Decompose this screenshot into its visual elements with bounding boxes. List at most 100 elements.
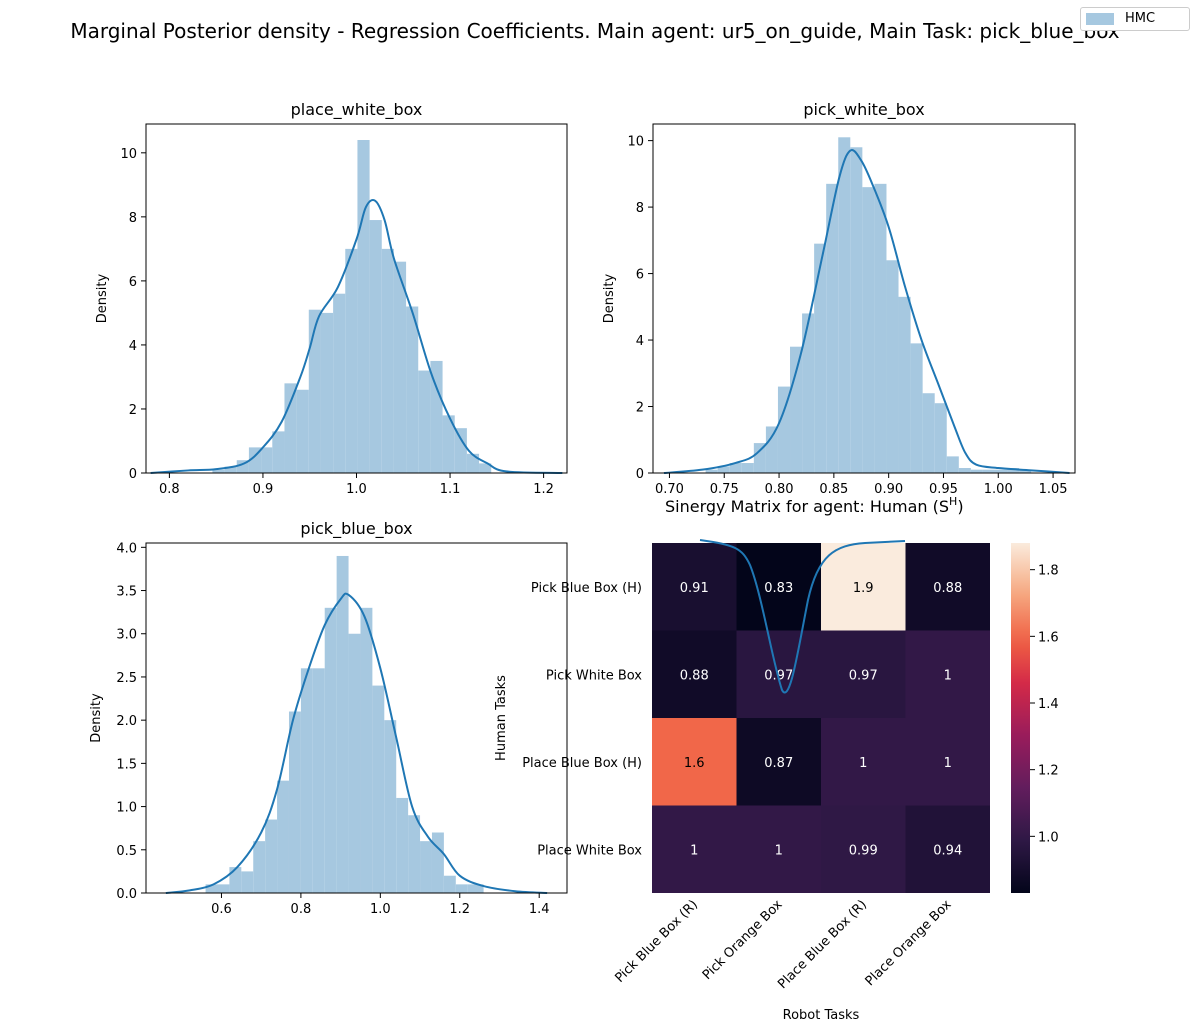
heatmap-y-tick-label: Place Blue Box (H) (522, 756, 642, 771)
x-tick-label: 1.0 (346, 482, 367, 497)
x-tick-label: 1.00 (984, 482, 1013, 497)
hist-bar (454, 428, 467, 473)
heatmap-cell (736, 718, 821, 806)
y-tick-label: 0 (636, 467, 644, 482)
hist-bar (1019, 469, 1032, 473)
colorbar-tick-label: 1.2 (1038, 764, 1059, 779)
hist-bar (372, 685, 385, 893)
hist-bar (838, 137, 851, 474)
hist-bar (922, 393, 935, 473)
hist-bar (205, 884, 218, 893)
hist-bar (277, 780, 289, 893)
hist-bar (324, 607, 337, 893)
heatmap-y-tick-label: Pick Blue Box (H) (531, 581, 642, 596)
hist-bar (741, 463, 754, 473)
axes-frame (652, 123, 1076, 474)
hist-bar (272, 431, 285, 473)
legend-label-hmc: HMC (1125, 11, 1156, 26)
hist-bar (729, 463, 742, 473)
figure-legend: HMC (1080, 7, 1190, 31)
hist-bar (443, 875, 456, 893)
heatmap-y-axis-label: Human Tasks (494, 675, 509, 761)
x-tick-label: 1.05 (1039, 482, 1068, 497)
y-tick-label: 2.5 (116, 671, 137, 686)
heatmap-cell-label: 0.91 (680, 581, 709, 596)
heatmap-y-tick-label: Pick White Box (546, 668, 642, 683)
heatmap-cell (905, 718, 990, 806)
heatmap-cell (736, 543, 821, 631)
hist-bar (253, 841, 266, 893)
subplot-title: pick_white_box (803, 100, 924, 120)
y-tick-label: 4 (636, 334, 644, 349)
heatmap-cell (652, 543, 737, 631)
kde-line (150, 199, 563, 474)
hist-bar (946, 456, 959, 473)
hist-bar (308, 309, 321, 473)
hist-bar (910, 343, 923, 473)
subplot-title: place_white_box (291, 100, 423, 120)
subplot-title: pick_blue_box (300, 519, 412, 539)
y-tick-label: 0.0 (116, 887, 137, 902)
hist-bar (408, 815, 421, 893)
heatmap-cell-label: 0.97 (849, 668, 878, 683)
y-tick-label: 3.0 (116, 628, 137, 643)
hist-bar (284, 383, 297, 473)
x-tick-label: 0.8 (291, 902, 312, 917)
hist-bar (802, 313, 815, 473)
heatmap-cell (652, 805, 737, 893)
legend-swatch-hmc (1086, 13, 1114, 25)
x-tick-label: 0.8 (159, 482, 180, 497)
heatmap-cell-label: 0.88 (933, 581, 962, 596)
heatmap-cell (821, 805, 906, 893)
hist-bar (336, 555, 349, 893)
y-tick-label: 6 (636, 268, 644, 283)
hist-bar (814, 243, 827, 473)
kde-line (165, 592, 548, 894)
heatmap-cell-label: 0.87 (764, 756, 793, 771)
y-tick-label: 3.5 (116, 585, 137, 600)
hist-bar (717, 466, 730, 473)
subplot-sinergy-heatmap: 0.91 0.83 1.9 0.880.88 0.97 0.97 11.6 0.87 1 11 1 0… (494, 495, 1059, 1023)
hist-bar (777, 386, 791, 473)
y-tick-label: 1.5 (116, 757, 137, 772)
hist-bar (705, 469, 718, 473)
x-tick-label: 0.80 (765, 482, 794, 497)
hist-bar (442, 415, 455, 473)
heatmap-title-end: ) (957, 497, 963, 516)
hist-bar (406, 306, 419, 473)
heatmap-x-tick-label: Place Blue Box (R) (775, 897, 870, 992)
y-tick-label: 6 (129, 275, 137, 290)
hist-bar (826, 183, 839, 474)
hist-bar (898, 296, 911, 473)
x-tick-label: 1.2 (449, 902, 470, 917)
y-axis-label: Density (602, 273, 617, 323)
heatmap-cell-label: 1.6 (684, 756, 705, 771)
heatmap-cell-label: 1 (775, 843, 783, 858)
hist-bar (312, 668, 325, 893)
x-tick-label: 1.4 (529, 902, 550, 917)
heatmap-cell-label: 0.99 (849, 843, 878, 858)
heatmap-cell-label: 0.94 (933, 843, 962, 858)
hist-bar (333, 293, 346, 473)
y-tick-label: 10 (120, 147, 137, 162)
heatmap-cell (736, 630, 821, 718)
hist-bar (753, 443, 766, 473)
hist-bar (418, 370, 431, 473)
hist-bar (357, 140, 370, 474)
heatmap-title-superscript: H (949, 495, 957, 508)
hist-bar (994, 469, 1008, 473)
x-tick-label: 0.9 (253, 482, 274, 497)
hist-bar (217, 884, 230, 893)
hist-bar (360, 607, 373, 893)
hist-bar (467, 884, 484, 893)
hist-bar (862, 187, 875, 473)
x-tick-label: 1.0 (370, 902, 391, 917)
hist-bar (790, 346, 803, 473)
heatmap-cell-label: 1 (944, 756, 952, 771)
y-axis-label: Density (95, 273, 110, 323)
heatmap-cell (821, 718, 906, 806)
heatmap-cell-label: 0.88 (680, 668, 709, 683)
heatmap-cell-label: 1 (944, 668, 952, 683)
heatmap-x-tick-label: Pick Orange Box (700, 897, 786, 983)
